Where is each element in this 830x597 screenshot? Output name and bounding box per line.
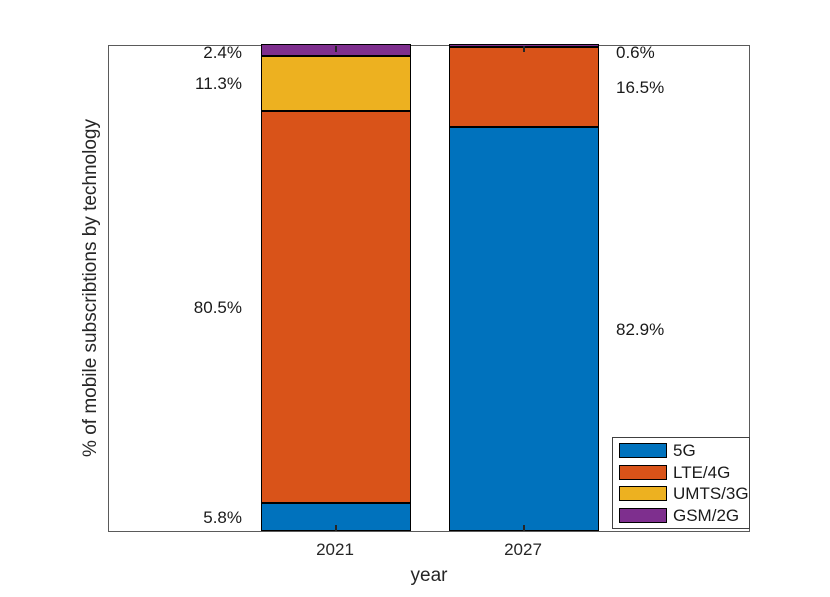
x-tick-label-2027: 2027 [504,540,542,559]
legend-item-umts-3g: UMTS/3G [619,484,749,503]
bar-2021 [261,44,411,531]
value-label-5g-2027: 82.9% [616,320,665,340]
bar-segment-5g-2027 [449,127,599,531]
legend-swatch-gsm-2g [619,508,667,524]
y-axis-label: % of mobile subscribtions by technology [80,119,101,457]
value-label-5g-2021: 5.8% [203,507,242,527]
bar-segment-umts-3g-2021 [261,55,411,111]
legend-swatch-5g [619,442,667,458]
bar-segment-lte-4g-2027 [449,46,599,128]
x-tick-label-2021: 2021 [316,540,354,559]
bar-2027 [449,44,599,531]
value-label-umts-3g-2021: 11.3% [195,74,242,94]
legend: 5G LTE/4G UMTS/3G GSM/2G [612,437,750,529]
legend-label-gsm-2g: GSM/2G [673,506,740,526]
legend-item-gsm-2g: GSM/2G [619,506,749,525]
legend-swatch-umts-3g [619,486,667,502]
legend-swatch-lte-4g [619,464,667,480]
value-label-lte-4g-2021: 80.5% [193,297,242,317]
legend-item-5g: 5G [619,441,749,460]
value-label-lte-4g-2027: 16.5% [616,78,665,98]
value-label-gsm-2g-2027: 0.6% [616,43,655,62]
x-tick-mark-top-2021 [335,46,337,52]
plot-area [108,44,750,532]
legend-label-lte-4g: LTE/4G [673,462,731,482]
legend-label-5g: 5G [673,440,696,460]
legend-label-umts-3g: UMTS/3G [673,484,749,504]
bar-segment-lte-4g-2021 [261,110,411,503]
legend-item-lte-4g: LTE/4G [619,463,749,482]
x-axis-label: year [410,565,448,586]
x-tick-mark-bottom-2021 [335,525,337,531]
x-tick-mark-bottom-2027 [523,525,525,531]
value-label-gsm-2g-2021: 2.4% [203,43,242,62]
x-tick-mark-top-2027 [523,46,525,52]
